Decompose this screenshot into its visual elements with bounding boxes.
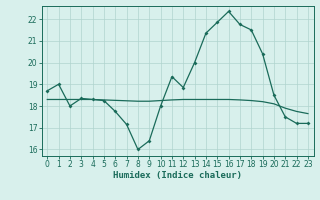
X-axis label: Humidex (Indice chaleur): Humidex (Indice chaleur) [113,171,242,180]
